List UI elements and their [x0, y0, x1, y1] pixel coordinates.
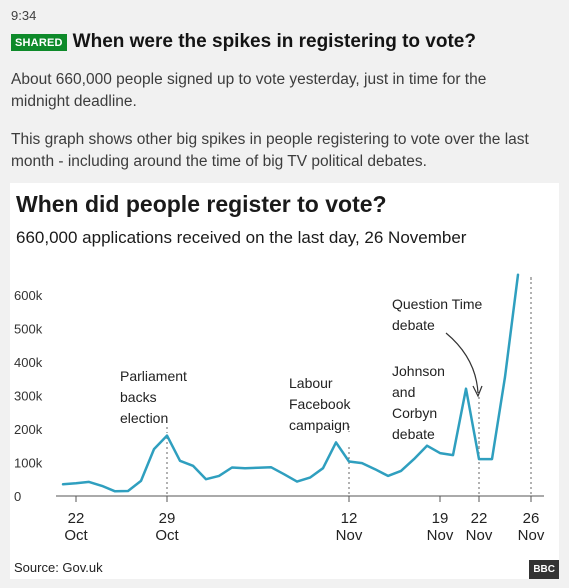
- annotation-label: debate: [392, 317, 435, 333]
- annotation-label: backs: [120, 389, 157, 405]
- x-tick-label: Oct: [155, 527, 179, 544]
- series-line: [61, 273, 520, 493]
- annotation-label: Labour: [289, 375, 333, 391]
- post-paragraph-1: About 660,000 people signed up to vote y…: [11, 71, 487, 110]
- x-tick-label: 26: [523, 510, 540, 527]
- chart-figure: When did people register to vote? 660,00…: [10, 183, 559, 579]
- y-tick-label: 400k: [14, 355, 43, 370]
- annotation-label: election: [120, 410, 168, 426]
- post-headline: When were the spikes in registering to v…: [72, 31, 476, 52]
- y-tick-label: 200k: [14, 422, 43, 437]
- annotation-label: Corbyn: [392, 405, 437, 421]
- post-paragraph-2: This graph shows other big spikes in peo…: [11, 131, 529, 170]
- y-tick-label: 300k: [14, 388, 43, 403]
- y-tick-label: 500k: [14, 321, 43, 336]
- post-title-row: SHARED When were the spikes in registeri…: [11, 31, 476, 53]
- annotation-label: Johnson: [392, 363, 445, 379]
- x-tick-label: 12: [341, 510, 358, 527]
- post-time: 9:34: [11, 8, 37, 23]
- x-tick-label: 22: [471, 510, 488, 527]
- chart-subtitle: 660,000 applications received on the las…: [16, 228, 467, 247]
- y-tick-label: 600k: [14, 288, 43, 303]
- bbc-logo: BBC: [529, 560, 559, 579]
- chart-source: Source: Gov.uk: [14, 560, 103, 575]
- line-chart: 0100k200k300k400k500k600k22Oct29Oct12Nov…: [14, 273, 545, 544]
- shared-badge: SHARED: [11, 33, 67, 51]
- x-tick-label: Oct: [64, 527, 88, 544]
- x-tick-label: Nov: [466, 527, 493, 544]
- annotation-arrowhead: [472, 385, 483, 398]
- x-tick-label: 22: [68, 510, 85, 527]
- x-tick-label: Nov: [518, 527, 545, 544]
- x-tick-label: 19: [432, 510, 449, 527]
- annotation-label: debate: [392, 426, 435, 442]
- annotation-label: Facebook: [289, 396, 351, 412]
- x-tick-label: Nov: [336, 527, 363, 544]
- x-tick-label: Nov: [427, 527, 454, 544]
- chart-title: When did people register to vote?: [16, 191, 387, 217]
- y-tick-label: 0: [14, 489, 21, 504]
- annotation-arrow: [445, 332, 479, 394]
- x-tick-label: 29: [159, 510, 176, 527]
- annotation-label: and: [392, 384, 415, 400]
- y-tick-label: 100k: [14, 455, 43, 470]
- annotation-label: campaign: [289, 417, 350, 433]
- annotation-label: Parliament: [120, 368, 187, 384]
- annotation-label: Question Time: [392, 296, 482, 312]
